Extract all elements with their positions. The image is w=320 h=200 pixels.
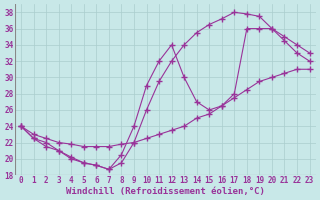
X-axis label: Windchill (Refroidissement éolien,°C): Windchill (Refroidissement éolien,°C): [66, 187, 265, 196]
